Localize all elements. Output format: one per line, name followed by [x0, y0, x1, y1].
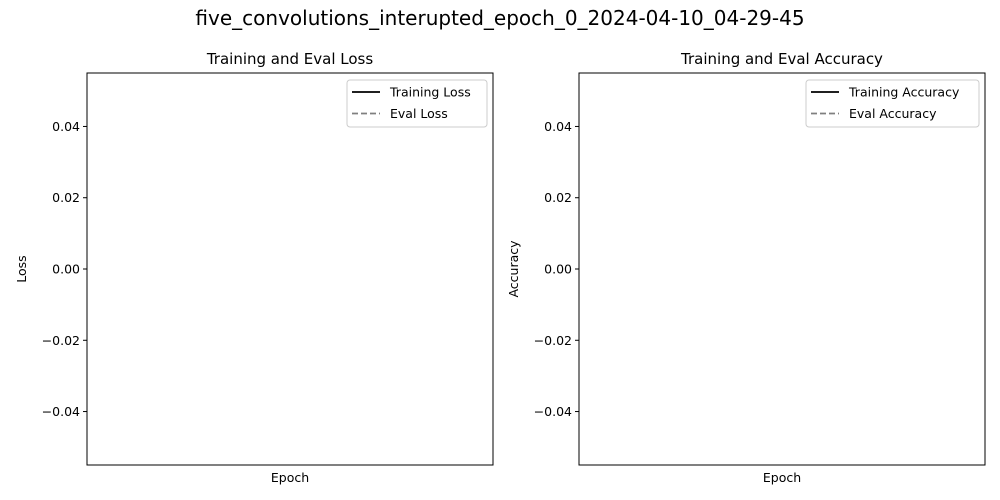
chart-1-ytick-label: 0.04 [52, 119, 80, 134]
chart-1-legend-label: Eval Loss [390, 106, 448, 121]
chart-2-legend-label: Eval Accuracy [849, 106, 937, 121]
chart-1-ytick-label: −0.02 [42, 333, 80, 348]
chart-2-ytick-label: 0.02 [544, 190, 572, 205]
chart-1-xlabel: Epoch [271, 470, 309, 485]
chart-1-legend-box [346, 79, 488, 128]
chart-1-ytick-label: −0.04 [42, 404, 80, 419]
chart-1-legend-label: Training Loss [389, 85, 471, 100]
chart-2-legend-box [805, 79, 980, 128]
chart-2-ytick-label: −0.04 [534, 404, 572, 419]
chart-2-ytick-label: 0.04 [544, 119, 572, 134]
chart-1-axes-frame [86, 72, 494, 466]
chart-2-xlabel: Epoch [763, 470, 801, 485]
chart-2-ytick-label: −0.02 [534, 333, 572, 348]
chart-2-axes-frame [578, 72, 986, 466]
figure-title: five_convolutions_interupted_epoch_0_202… [195, 6, 805, 30]
chart-2-ylabel: Accuracy [506, 240, 521, 298]
chart-2-title: Training and Eval Accuracy [680, 50, 883, 68]
chart-1-title: Training and Eval Loss [206, 50, 374, 68]
chart-1-ylabel: Loss [14, 255, 29, 282]
chart-2-ytick-label: 0.00 [544, 262, 572, 277]
chart-1-ytick-label: 0.02 [52, 190, 80, 205]
chart-1-ytick-label: 0.00 [52, 262, 80, 277]
chart-2-legend-label: Training Accuracy [848, 85, 960, 100]
